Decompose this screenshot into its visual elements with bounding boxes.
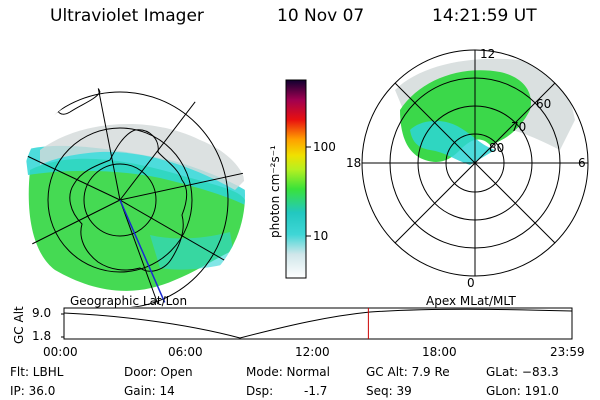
aurora-cyan-right <box>410 120 495 165</box>
instrument-title: Ultraviolet Imager <box>50 6 204 26</box>
timeline-x-tick-0: 00:00 <box>43 345 78 359</box>
right-panel-caption: Apex MLat/MLT <box>426 294 516 308</box>
ip-info: IP: 36.0 <box>10 384 56 398</box>
glon-info: GLon: 191.0 <box>486 384 559 398</box>
aurora-noise-left-2 <box>150 232 235 270</box>
coast-outline-west <box>25 83 101 115</box>
date-label: 10 Nov 07 <box>277 6 365 26</box>
seq-info: Seq: 39 <box>366 384 412 398</box>
timeline-y-label: GC Alt <box>12 306 26 344</box>
mlt-label-0: 0 <box>467 276 475 290</box>
glat-info: GLat: −83.3 <box>486 365 559 379</box>
colorbar-unit-label: photon cm⁻²s⁻¹ <box>268 145 282 238</box>
mlt-label-12: 12 <box>480 47 496 61</box>
timeline-x-tick-3: 18:00 <box>422 345 457 359</box>
mode-info: Mode: Normal <box>246 365 330 379</box>
aurora-noise-left <box>40 123 245 190</box>
timeline-x-tick-1: 06:00 <box>168 345 203 359</box>
time-label: 14:21:59 UT <box>432 6 537 26</box>
noon-meridian <box>119 199 169 307</box>
colorbar-tick-100: 100 <box>313 140 336 154</box>
left-panel-caption: Geographic Lat/Lon <box>70 294 188 308</box>
continent-outline <box>69 129 188 272</box>
gc-alt-info: GC Alt: 7.9 Re <box>366 365 450 379</box>
colorbar-tick-10: 10 <box>313 229 329 243</box>
magnetic-map <box>361 49 589 277</box>
timeline-y-tick-low: 1.8 <box>32 329 52 343</box>
timeline-x-tick-4: 23:59 <box>550 345 585 359</box>
dsp-label: Dsp: <box>246 384 274 398</box>
timeline-y-tick-high: 9.0 <box>32 306 52 320</box>
altitude-timeline <box>61 307 573 340</box>
mlt-label-18: 18 <box>346 156 362 170</box>
dsp-value: -1.7 <box>304 384 328 398</box>
mlat-label-70: 70 <box>511 120 527 134</box>
timeline-x-tick-2: 12:00 <box>295 345 330 359</box>
altitude-curve <box>63 308 573 339</box>
filter-info: Flt: LBHL <box>10 365 64 379</box>
mlat-label-60: 60 <box>536 97 552 111</box>
color-bar <box>285 79 311 279</box>
door-info: Door: Open <box>124 365 193 379</box>
gain-info: Gain: 14 <box>124 384 175 398</box>
mlat-label-80: 80 <box>489 141 505 155</box>
mlt-label-6: 6 <box>578 156 586 170</box>
aurora-cyan-edge-left <box>25 145 245 205</box>
